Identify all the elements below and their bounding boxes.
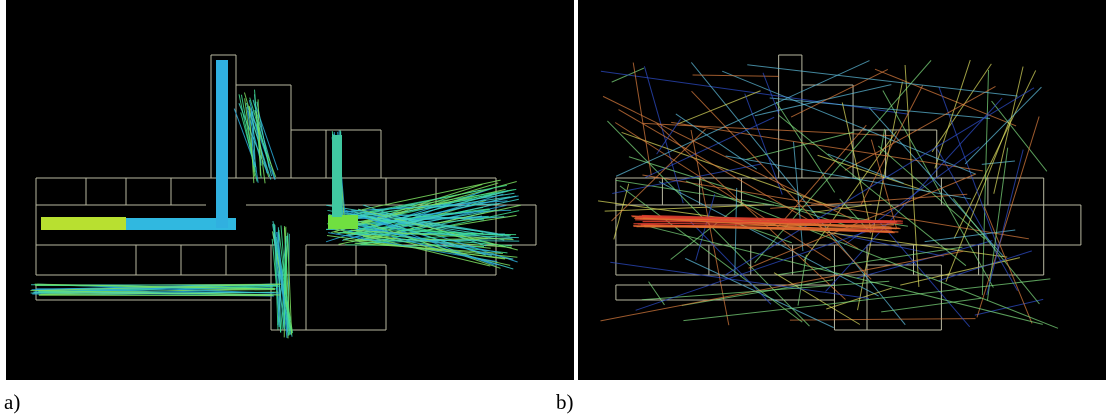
- trajectory: [755, 60, 931, 262]
- trajectory: [798, 255, 806, 306]
- floor-plan-b: [578, 0, 1106, 380]
- trajectory: [779, 115, 966, 265]
- trajectory: [31, 292, 275, 293]
- trajectory: [774, 273, 860, 325]
- trajectory: [693, 75, 779, 76]
- trajectory: [842, 102, 871, 231]
- panel-b-image: [578, 0, 1106, 380]
- trajectory: [954, 70, 1036, 238]
- trajectory: [932, 64, 991, 152]
- panel-label: b): [556, 390, 574, 415]
- floor-plan-a: [6, 0, 574, 380]
- trajectory: [858, 82, 903, 310]
- trajectory: [746, 132, 854, 159]
- trajectory: [682, 280, 833, 306]
- trajectory: [982, 161, 1015, 164]
- trajectory-band: [332, 135, 342, 217]
- trajectory: [747, 65, 1017, 96]
- trajectory: [791, 69, 888, 117]
- trajectory: [992, 101, 1047, 171]
- panel-label: a): [4, 390, 20, 415]
- trajectory: [875, 69, 1016, 126]
- trajectory: [803, 131, 896, 261]
- panel-a-image: [6, 0, 574, 380]
- trajectory: [676, 114, 757, 169]
- trajectory-band: [41, 217, 126, 230]
- trajectory: [776, 102, 835, 193]
- page: a) b) (() => { const data = JSON.parse(d…: [0, 0, 1111, 414]
- trajectory-band: [328, 215, 358, 229]
- trajectory: [636, 224, 890, 311]
- trajectory-band: [216, 60, 228, 228]
- trajectory: [612, 129, 706, 221]
- trajectory: [755, 85, 892, 116]
- trajectory: [984, 207, 1032, 324]
- trajectory: [605, 205, 764, 211]
- trajectory: [975, 299, 1043, 315]
